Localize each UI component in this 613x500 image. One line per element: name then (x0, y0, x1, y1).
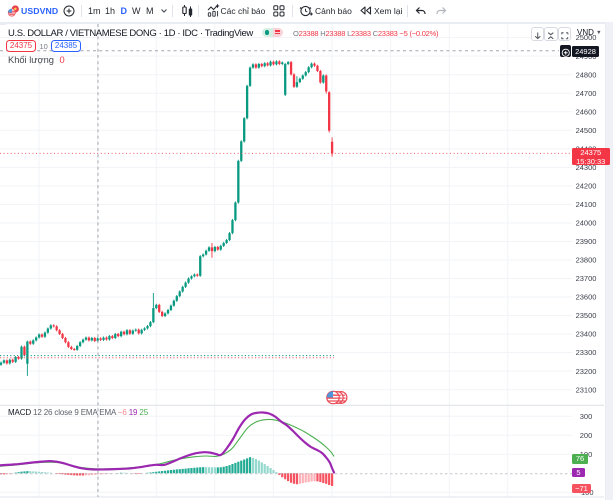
svg-text:24200: 24200 (576, 182, 597, 191)
svg-text:24000: 24000 (576, 219, 597, 228)
svg-text:24800: 24800 (576, 70, 597, 79)
svg-text:300: 300 (580, 412, 593, 421)
svg-text:200: 200 (580, 431, 593, 440)
svg-text:23900: 23900 (576, 237, 597, 246)
svg-text:24300: 24300 (576, 163, 597, 172)
svg-text:24600: 24600 (576, 107, 597, 116)
svg-text:23700: 23700 (576, 274, 597, 283)
svg-text:25000: 25000 (576, 33, 597, 42)
svg-text:24700: 24700 (576, 89, 597, 98)
svg-text:23800: 23800 (576, 256, 597, 265)
svg-text:23500: 23500 (576, 311, 597, 320)
svg-text:23600: 23600 (576, 293, 597, 302)
svg-text:24500: 24500 (576, 126, 597, 135)
svg-text:24100: 24100 (576, 200, 597, 209)
svg-text:23200: 23200 (576, 367, 597, 376)
svg-text:23400: 23400 (576, 330, 597, 339)
svg-text:23300: 23300 (576, 348, 597, 357)
svg-text:23100: 23100 (576, 385, 597, 394)
